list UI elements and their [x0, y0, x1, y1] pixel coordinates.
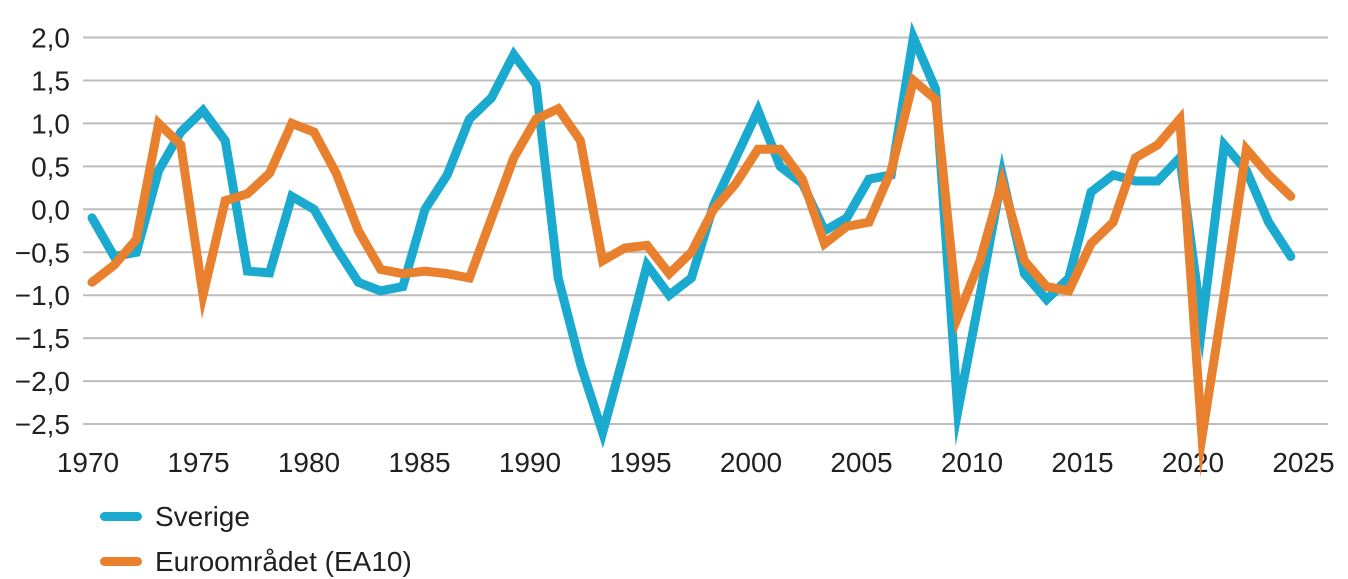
x-axis-tick-label: 1975: [167, 447, 229, 478]
x-axis-tick-label: 1990: [499, 447, 561, 478]
x-axis-tick-label: 2000: [720, 447, 782, 478]
y-axis-tick-label: 0,0: [31, 194, 70, 225]
x-axis-tick-label: 1980: [278, 447, 340, 478]
euroomradet-line-swatch: [100, 557, 142, 566]
y-axis-tick-label: −0,5: [15, 237, 70, 268]
legend-item-euroomradet: Euroområdet (EA10): [100, 539, 412, 579]
x-axis-tick-label: 2015: [1051, 447, 1113, 478]
legend-label-sverige: Sverige: [155, 500, 250, 532]
x-axis-tick-label: 2020: [1162, 447, 1224, 478]
x-axis-tick-label: 2010: [941, 447, 1003, 478]
x-axis-tick-label: 1985: [388, 447, 450, 478]
sverige-line-swatch: [100, 512, 142, 521]
x-axis-tick-label: 1970: [57, 447, 119, 478]
x-axis-tick-label: 2005: [830, 447, 892, 478]
y-axis-tick-label: 0,5: [31, 151, 70, 182]
line-chart: 2,0 1,5 1,0 0,5 0,0 −0,5 −1,0 −1,5 −2,0 −2,5 1970 1…: [15, 21, 1335, 478]
y-axis-tick-label: −1,0: [15, 280, 70, 311]
series-line-sverige: [87, 21, 1296, 449]
y-axis-tick-label: 1,5: [31, 65, 70, 96]
y-axis-tick-label: −1,5: [15, 323, 70, 354]
legend-label-euroomradet: Euroområdet (EA10): [155, 545, 412, 577]
y-axis-tick-label: 2,0: [31, 23, 70, 54]
x-axis-tick-label: 1995: [609, 447, 671, 478]
chart-legend: Sverige Euroområdet (EA10): [100, 494, 412, 579]
y-axis-tick-label: −2,5: [15, 409, 70, 440]
legend-item-sverige: Sverige: [100, 494, 412, 539]
y-axis-tick-label: 1,0: [31, 108, 70, 139]
x-axis-tick-label: 2025: [1272, 447, 1334, 478]
series-line-euroomradet: [87, 72, 1296, 477]
y-axis-tick-label: −2,0: [15, 366, 70, 397]
